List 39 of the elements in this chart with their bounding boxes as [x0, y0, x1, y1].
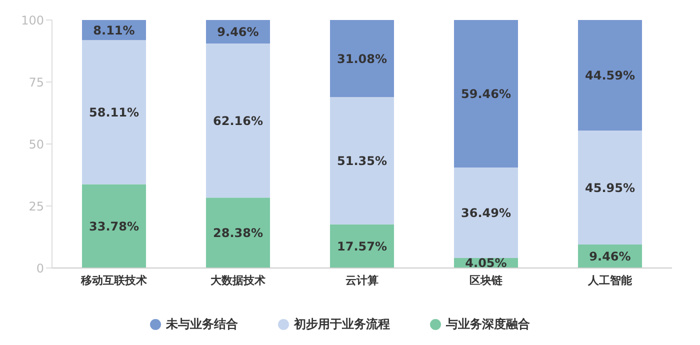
data-label: 4.05% — [465, 256, 507, 270]
y-tick-label: 25 — [28, 199, 44, 214]
legend-label: 初步用于业务流程 — [294, 316, 390, 333]
data-label: 8.11% — [93, 23, 135, 38]
bar — [82, 40, 146, 184]
data-label: 45.95% — [585, 180, 635, 195]
y-tick-label: 75 — [28, 75, 44, 90]
data-label: 59.46% — [461, 86, 511, 101]
data-label: 36.49% — [461, 206, 511, 220]
bar — [330, 20, 394, 98]
x-tick-label: 人工智能 — [587, 274, 633, 287]
legend-label: 与业务深度融合 — [446, 316, 530, 333]
data-label: 9.46% — [217, 24, 259, 39]
bar — [578, 130, 642, 245]
data-label: 44.59% — [585, 68, 635, 83]
bar — [454, 20, 518, 168]
data-label: 62.16% — [213, 114, 263, 128]
bar — [330, 224, 394, 268]
bar — [206, 198, 270, 268]
data-label: 28.38% — [213, 226, 263, 240]
data-label: 9.46% — [589, 250, 631, 264]
bar — [454, 167, 518, 258]
x-tick-label: 大数据技术 — [210, 274, 266, 287]
bar — [206, 43, 270, 198]
x-tick-label: 移动互联技术 — [80, 274, 147, 287]
y-tick-label: 100 — [21, 13, 44, 28]
y-tick-label: 0 — [36, 261, 44, 276]
legend-label: 未与业务结合 — [166, 316, 238, 333]
data-label: 17.57% — [337, 239, 387, 254]
data-label: 33.78% — [89, 219, 139, 234]
bar — [578, 20, 642, 131]
data-label: 31.08% — [337, 52, 387, 66]
x-tick-label: 云计算 — [346, 274, 378, 287]
data-label: 58.11% — [89, 105, 139, 120]
y-tick-label: 50 — [28, 137, 44, 152]
bar — [82, 184, 146, 268]
data-label: 51.35% — [337, 154, 387, 168]
x-tick-label: 区块链 — [470, 274, 504, 287]
bar — [330, 97, 394, 224]
